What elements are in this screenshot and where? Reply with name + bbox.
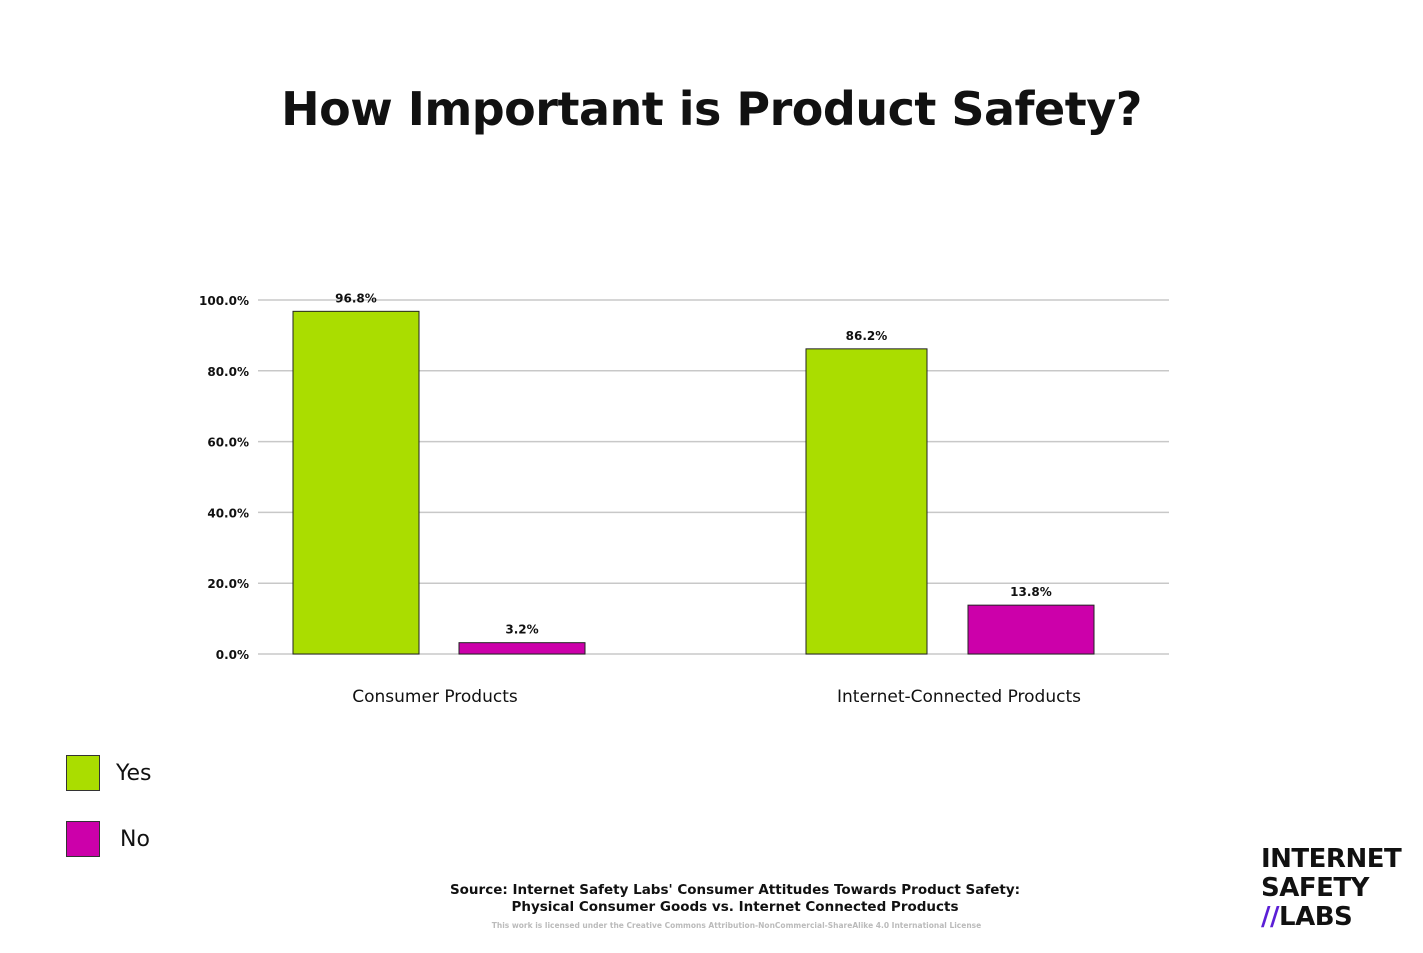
- bar-yes: [805, 348, 928, 655]
- data-label: 3.2%: [505, 623, 538, 637]
- bar-no: [458, 642, 586, 655]
- legend-label-no: No: [120, 826, 150, 852]
- legend-swatch-yes: [66, 755, 100, 791]
- source-line-1: Source: Internet Safety Labs' Consumer A…: [449, 882, 1021, 898]
- logo-line-1: INTERNET: [1261, 844, 1402, 874]
- y-tick-label: 0.0%: [216, 648, 249, 662]
- source-line-2: Physical Consumer Goods vs. Internet Con…: [511, 899, 959, 915]
- legend-item-yes: Yes: [66, 755, 152, 791]
- logo-line-3: //LABS: [1261, 903, 1401, 932]
- x-category-label: Internet-Connected Products: [837, 687, 1081, 707]
- legend-item-no: No: [66, 821, 150, 857]
- logo-labs: LABS: [1279, 902, 1353, 932]
- bar-no: [967, 604, 1095, 655]
- x-category-label: Consumer Products: [352, 687, 518, 707]
- y-tick-label: 80.0%: [207, 365, 249, 379]
- data-label: 86.2%: [846, 329, 888, 343]
- y-tick-label: 60.0%: [207, 436, 249, 450]
- internet-safety-labs-logo: INTERNET SAFETY //LABS: [1261, 844, 1402, 932]
- logo-slashes: //: [1261, 902, 1280, 932]
- source-note: Source: Internet Safety Labs' Consumer A…: [0, 882, 1423, 916]
- y-tick-label: 40.0%: [207, 506, 249, 520]
- legend-label-yes: Yes: [116, 760, 152, 786]
- data-label: 13.8%: [1010, 585, 1052, 599]
- bar-yes: [292, 310, 420, 655]
- license-note: This work is licensed under the Creative…: [491, 921, 982, 930]
- logo-line-2: SAFETY: [1261, 873, 1369, 903]
- chart-title: How Important is Product Safety?: [281, 82, 1142, 136]
- data-label: 96.8%: [335, 291, 377, 305]
- y-tick-label: 100.0%: [199, 294, 249, 308]
- legend-swatch-no: [66, 821, 100, 857]
- y-tick-label: 20.0%: [207, 577, 249, 591]
